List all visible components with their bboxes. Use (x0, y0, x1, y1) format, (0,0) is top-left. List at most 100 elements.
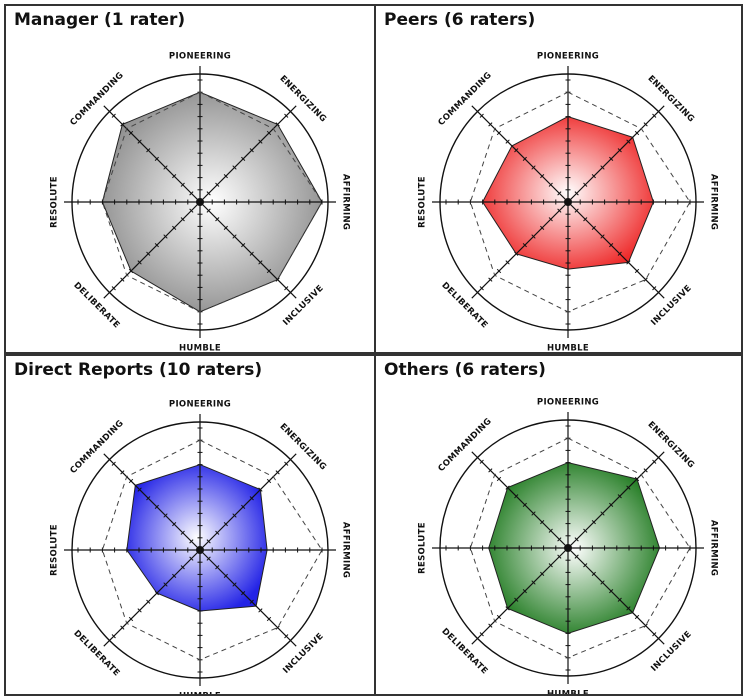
radar-axis-tick (128, 616, 134, 622)
radar-axis-tick (215, 530, 220, 535)
radar-axis-tick (154, 156, 159, 161)
radar-axis-tick (137, 139, 142, 144)
radar-axis-tick (266, 268, 272, 274)
radar-axis-tick (163, 165, 168, 170)
chart-panel-direct-reports: Direct Reports (10 raters) PIONEERING ENE… (4, 354, 378, 696)
radar-axis-tick (514, 148, 519, 153)
radar-axis-tick (120, 470, 125, 475)
radar-axis-tick (206, 208, 211, 213)
radar-axis-line (103, 201, 201, 299)
radar-axis-tick (548, 528, 553, 533)
radar-axis-tick (146, 496, 151, 501)
radar-axis-tick (172, 225, 177, 230)
radar-axis-tick (249, 251, 254, 256)
radar-axis-tick (258, 487, 263, 492)
radar-axis-tick (146, 148, 151, 153)
radar-axis-tick (266, 478, 272, 484)
radar-axis-tick (609, 243, 614, 248)
radar-series-area (126, 464, 268, 612)
radar-axis-tick (583, 182, 588, 187)
radar-axis-tick (223, 522, 228, 527)
radar-axis-tick (557, 537, 562, 542)
radar-axis-tick (548, 182, 553, 187)
radar-axis-tick (574, 208, 579, 213)
radar-axis-tick (232, 582, 237, 587)
radar-axis-tick (249, 599, 254, 604)
chart-panel-peers: Peers (6 raters) PIONEERING ENERGIZING AFF… (374, 4, 743, 354)
radar-axis-tick (626, 606, 631, 611)
radar-axis-tick (163, 234, 168, 239)
radar-axis-tick (241, 591, 246, 596)
radar-axis-tick (180, 217, 185, 222)
radar-axis-line (567, 547, 665, 645)
radar-axis-tick (284, 286, 289, 291)
radar-axis-line (471, 451, 569, 549)
radar-axis-tick (540, 520, 545, 525)
radar-axis-tick (189, 539, 194, 544)
radar-axis-tick (137, 487, 142, 492)
radar-plot: PIONEERINGENERGIZINGAFFIRMINGINCLUSIVEHU… (418, 398, 719, 695)
radar-plot: PIONEERINGENERGIZINGAFFIRMINGINCLUSIVEHU… (418, 52, 719, 353)
radar-comparison-line (469, 91, 691, 313)
radar-axis-tick (180, 530, 185, 535)
radar-axis-label: HUMBLE (547, 344, 589, 353)
radar-axis-line (103, 105, 201, 203)
radar-axis-tick (275, 470, 280, 475)
radar-axis-tick (609, 156, 614, 161)
radar-axis-line (199, 105, 297, 203)
radar-axis-tick (284, 634, 289, 639)
radar-axis-tick (626, 260, 631, 265)
radar-axis-line (103, 549, 201, 647)
radar-axis-tick (111, 113, 116, 118)
radar-axis-tick (189, 208, 194, 213)
radar-axis-tick (275, 625, 280, 630)
chart-title: Peers (6 raters) (384, 10, 536, 30)
radar-axis-tick (540, 174, 545, 179)
radar-axis-tick (557, 208, 562, 213)
radar-plot: PIONEERINGENERGIZINGAFFIRMINGINCLUSIVEHU… (50, 52, 351, 353)
radar-axis-tick (249, 148, 254, 153)
radar-axis-tick (172, 573, 177, 578)
radar-axis-tick (120, 625, 125, 630)
radar-axis-tick (540, 571, 545, 576)
radar-axis-tick (652, 632, 657, 637)
radar-axis-label: PIONEERING (537, 52, 599, 62)
radar-axis-tick (275, 277, 280, 282)
radar-axis-tick (643, 277, 648, 282)
radar-axis-tick (215, 217, 220, 222)
radar-axis-tick (496, 476, 502, 482)
radar-axis-tick (232, 165, 237, 170)
radar-axis-tick (617, 494, 622, 499)
radar-axis-tick (120, 277, 125, 282)
radar-axis-tick (189, 191, 194, 196)
radar-axis-tick (488, 122, 493, 127)
radar-axis-tick (172, 522, 177, 527)
radar-axis-tick (128, 478, 134, 484)
radar-axis-tick (137, 260, 142, 265)
radar-axis-tick (496, 614, 502, 620)
radar-axis-line (199, 201, 297, 299)
radar-axis-label: AFFIRMING (341, 174, 351, 230)
radar-axis-tick (643, 122, 648, 127)
radar-axis-tick (206, 191, 211, 196)
radar-axis-tick (600, 234, 605, 239)
radar-axis-tick (488, 623, 493, 628)
radar-axis-tick (232, 513, 237, 518)
radar-axis-tick (284, 461, 289, 466)
radar-axis-tick (241, 156, 246, 161)
radar-axis-tick (223, 174, 228, 179)
radar-axis-tick (514, 597, 519, 602)
radar-axis-tick (479, 459, 484, 464)
radar-axis-tick (488, 468, 493, 473)
radar-axis-tick (531, 165, 536, 170)
radar-axis-label: AFFIRMING (709, 520, 719, 576)
radar-axis-line (199, 549, 297, 647)
radar-axis-tick (600, 511, 605, 516)
radar-axis-tick (284, 113, 289, 118)
radar-comparison-line (469, 437, 691, 659)
radar-axis-tick (617, 251, 622, 256)
radar-center-dot (564, 544, 572, 552)
radar-axis-tick (496, 130, 502, 136)
radar-axis-tick (154, 591, 159, 596)
radar-axis-tick (111, 461, 116, 466)
